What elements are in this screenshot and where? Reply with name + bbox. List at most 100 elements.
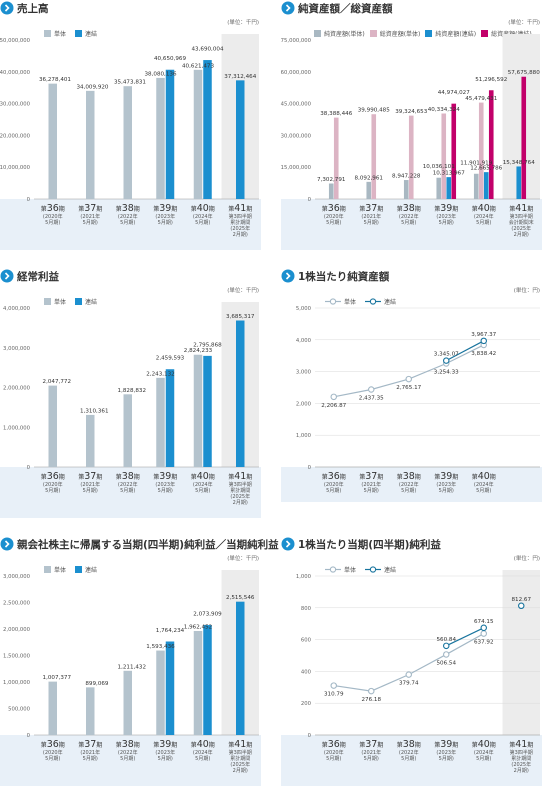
period-prefix: 第 <box>397 205 403 213</box>
y-tick-label: 1,000,000 <box>3 680 31 686</box>
period-name: 第38期 <box>116 203 140 214</box>
legend-label: 単体 <box>344 567 357 574</box>
y-tick-label: 1,500,000 <box>3 654 31 660</box>
period-sub-label: 5月期) <box>158 220 173 226</box>
y-tick-label: 0 <box>308 733 312 739</box>
bar-連結 <box>236 320 245 467</box>
period-suffix: 期 <box>527 741 533 749</box>
y-tick-label: 4,000 <box>296 338 312 344</box>
period-sub-label: 5月期) <box>158 756 173 762</box>
bar-連結 <box>203 625 212 735</box>
data-point-連結 <box>443 642 450 650</box>
period-suffix: 期 <box>340 741 346 749</box>
period-prefix: 第 <box>153 741 159 749</box>
bar-value-label: 2,795,868 <box>193 342 222 348</box>
period-number: 38 <box>403 739 415 750</box>
x-axis-band <box>0 467 261 518</box>
period-suffix: 期 <box>59 473 65 481</box>
bar-総資産額(単体) <box>478 102 484 199</box>
bar-単体 <box>48 83 57 199</box>
period-prefix: 第 <box>41 473 47 481</box>
legend-label: 連結 <box>85 567 98 574</box>
period-sub-label: 5月期) <box>45 220 60 226</box>
period-sub-label: 5月期) <box>364 488 379 494</box>
period-suffix: 期 <box>246 205 252 213</box>
period-number: 37 <box>84 739 96 750</box>
bar-単体 <box>86 687 95 735</box>
legend-entry: 連結 <box>365 565 396 574</box>
period-suffix: 期 <box>209 205 215 213</box>
y-tick-label: 600 <box>301 638 312 644</box>
period-suffix: 期 <box>171 473 177 481</box>
bar-純資産額(連結) <box>516 166 522 199</box>
y-tick-label: 0 <box>308 197 312 203</box>
period-name: 第41期 <box>228 203 252 214</box>
period-name: 第38期 <box>397 739 421 750</box>
period-suffix: 期 <box>527 205 533 213</box>
y-tick-label: 400 <box>301 669 312 675</box>
period-prefix: 第 <box>434 473 440 481</box>
bar-連結 <box>165 69 175 199</box>
period-sub-label: (2022年 <box>118 481 138 488</box>
unit-label: (単位：千円) <box>227 288 259 294</box>
period-sub-label: (2024年 <box>474 481 494 488</box>
period-suffix: 期 <box>377 473 383 481</box>
period-sub-label: 2月期) <box>514 768 529 774</box>
period-sub-label: 5月期) <box>83 220 98 226</box>
period-name: 第36期 <box>322 471 346 482</box>
period-prefix: 第 <box>472 473 478 481</box>
period-sub-label: (2025年 <box>230 493 250 500</box>
bar-単体 <box>156 77 165 199</box>
chart-title-row: 純資産額／総資産額 <box>281 0 393 16</box>
plot-area: 75,000,000 60,000,000 45,000,000 30,000,000… <box>281 34 542 250</box>
bar-value-label: 8,092,961 <box>355 175 384 181</box>
period-prefix: 第 <box>359 741 365 749</box>
highlight-column <box>502 570 540 735</box>
period-sub-label: 5月期) <box>476 488 491 494</box>
period-sub-label: (2023年 <box>155 481 175 488</box>
period-number: 41 <box>234 471 246 482</box>
period-name: 第38期 <box>397 471 421 482</box>
data-point-連結 <box>480 337 488 345</box>
period-number: 37 <box>365 471 377 482</box>
chart-panel-sales: 売上高 (単位：千円) 単体 連結 50,000,000 40,000,000 30,000… <box>0 0 261 250</box>
period-name: 第37期 <box>78 471 102 482</box>
chevron-circle-icon <box>0 537 14 551</box>
chart-title-row: 1株当たり当期(四半期)純利益 <box>281 536 441 552</box>
data-point-連結 <box>518 602 525 610</box>
y-tick-label: 20,000,000 <box>0 133 31 139</box>
unit-label: (単位：円) <box>513 556 540 562</box>
period-number: 37 <box>84 203 96 214</box>
bar-単体 <box>123 86 132 199</box>
period-sub-label: 5月期) <box>439 488 454 494</box>
bar-value-label: 57,675,880 <box>508 70 540 76</box>
period-suffix: 期 <box>59 741 65 749</box>
bar-単体 <box>193 354 203 467</box>
period-name: 第40期 <box>191 739 215 750</box>
data-point-連結 <box>480 624 488 632</box>
period-sub-label: (2021年 <box>361 481 381 488</box>
period-sub-label: 累計期間 <box>511 755 531 762</box>
period-suffix: 期 <box>134 741 140 749</box>
period-name: 第36期 <box>41 471 65 482</box>
period-sub-label: (2020年 <box>43 213 63 220</box>
period-suffix: 期 <box>209 741 215 749</box>
bar-単体 <box>123 394 132 467</box>
bar-純資産額(単体) <box>366 181 372 199</box>
legend-swatch <box>425 30 433 37</box>
period-prefix: 第 <box>191 741 197 749</box>
bar-value-label: 12,665,786 <box>470 166 502 172</box>
legend-entry: 純資産額(連結) <box>425 29 476 38</box>
period-name: 第36期 <box>41 203 65 214</box>
plot-area: 1,0008006004002000第36期(2020年5月期)第37期(202… <box>281 570 542 786</box>
chart-title: 売上高 <box>17 2 49 15</box>
bar-value-label: 10,313,967 <box>433 171 465 177</box>
period-prefix: 第 <box>153 473 159 481</box>
period-name: 第40期 <box>472 739 496 750</box>
